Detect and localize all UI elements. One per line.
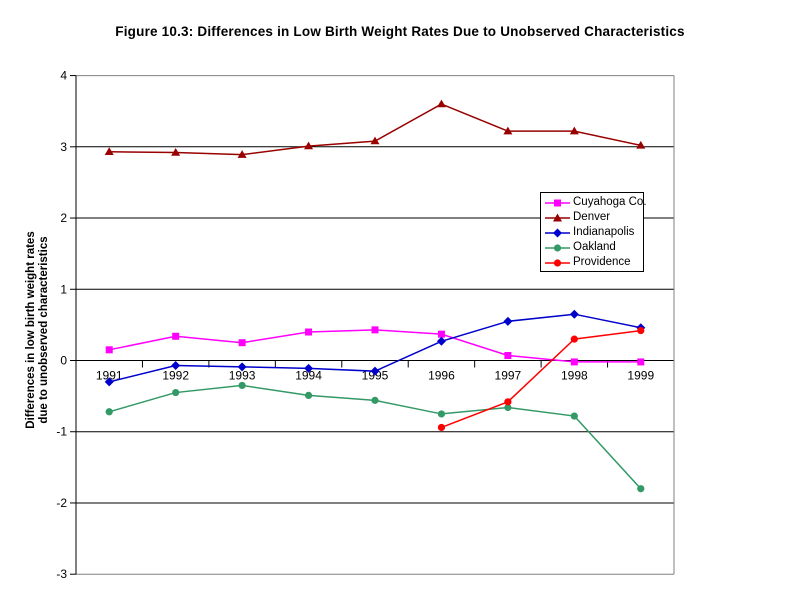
- x-tick-label: 1999: [627, 369, 654, 383]
- legend-diamond-marker-icon: [544, 226, 571, 238]
- legend-label: Denver: [573, 210, 611, 223]
- data-point: [504, 352, 512, 360]
- legend-label: Indianapolis: [573, 225, 635, 238]
- data-point: [172, 388, 180, 397]
- y-tick-label: -2: [56, 496, 67, 510]
- data-point: [304, 363, 314, 373]
- circle-icon: [553, 259, 562, 267]
- circle-icon: [553, 244, 562, 252]
- y-tick-label: 0: [60, 354, 67, 368]
- legend-item: Oakland: [541, 240, 643, 255]
- x-tick-label: 1992: [162, 369, 189, 383]
- data-point: [503, 316, 513, 326]
- data-point: [171, 360, 181, 370]
- data-point: [436, 99, 446, 108]
- legend-item: Cuyahoga Co.: [541, 194, 647, 209]
- y-tick-label: 1: [60, 282, 67, 296]
- y-tick-label: 2: [60, 211, 67, 225]
- x-tick-label: 1998: [561, 369, 588, 383]
- data-point: [637, 485, 645, 493]
- data-point: [105, 346, 113, 354]
- legend-circle-marker-icon: [544, 256, 571, 268]
- cuyahoga-co--line: [109, 329, 641, 363]
- data-point: [569, 309, 579, 319]
- data-point: [305, 328, 313, 336]
- data-point: [370, 366, 380, 376]
- data-point: [636, 140, 646, 149]
- square-swatch-icon: [545, 199, 570, 207]
- data-point: [437, 423, 446, 432]
- legend-triangle-marker-icon: [544, 211, 571, 223]
- legend-square-marker-icon: [544, 196, 571, 208]
- y-tick-label: -3: [56, 567, 67, 581]
- diamond-swatch-icon: [545, 228, 570, 238]
- y-tick-label: -1: [56, 425, 67, 439]
- data-point: [172, 332, 180, 340]
- data-point: [504, 403, 512, 412]
- data-point: [437, 330, 445, 338]
- data-point: [503, 126, 513, 135]
- x-tick-label: 1996: [428, 369, 455, 383]
- data-point: [304, 391, 313, 400]
- data-point: [238, 339, 246, 347]
- chart-title: Figure 10.3: Differences in Low Birth We…: [115, 24, 685, 39]
- data-point: [238, 381, 246, 390]
- triangle-swatch-icon: [545, 213, 570, 222]
- circle-swatch-icon: [545, 259, 570, 267]
- data-point: [104, 377, 114, 387]
- legend-label: Cuyahoga Co.: [573, 195, 647, 208]
- circle-swatch-icon: [545, 244, 570, 252]
- data-point: [504, 398, 512, 406]
- y-tick-label: 3: [60, 140, 67, 154]
- triangle-icon: [553, 213, 562, 222]
- data-point: [237, 150, 247, 158]
- data-point: [637, 326, 645, 335]
- legend-item: Providence: [541, 255, 643, 270]
- data-point: [637, 358, 645, 366]
- data-point: [569, 126, 579, 135]
- x-tick-label: 1994: [295, 369, 322, 383]
- data-point: [570, 358, 578, 366]
- data-point: [436, 336, 446, 346]
- square-icon: [554, 199, 561, 207]
- x-tick-label: 1993: [229, 369, 256, 383]
- data-point: [371, 396, 379, 404]
- data-point: [371, 326, 379, 334]
- diamond-icon: [553, 228, 562, 238]
- data-point: [171, 148, 181, 156]
- providence-line: [441, 329, 641, 429]
- data-point: [370, 136, 380, 145]
- data-point: [570, 412, 578, 420]
- data-point: [237, 362, 247, 372]
- x-tick-label: 1997: [495, 369, 522, 383]
- y-tick-label: 4: [60, 69, 67, 83]
- legend-item: Indianapolis: [541, 224, 643, 239]
- x-tick-label: 1991: [96, 369, 123, 383]
- data-point: [105, 408, 113, 416]
- data-point: [437, 410, 446, 418]
- legend-label: Oakland: [573, 241, 616, 254]
- data-point: [570, 335, 578, 343]
- legend-item: Denver: [541, 209, 643, 224]
- data-point: [304, 141, 314, 150]
- legend-label: Providence: [573, 256, 631, 269]
- data-point: [104, 147, 114, 155]
- legend-circle-marker-icon: [544, 241, 571, 253]
- chart-legend: Cuyahoga Co. Denver Indianapolis Oakland…: [540, 192, 647, 272]
